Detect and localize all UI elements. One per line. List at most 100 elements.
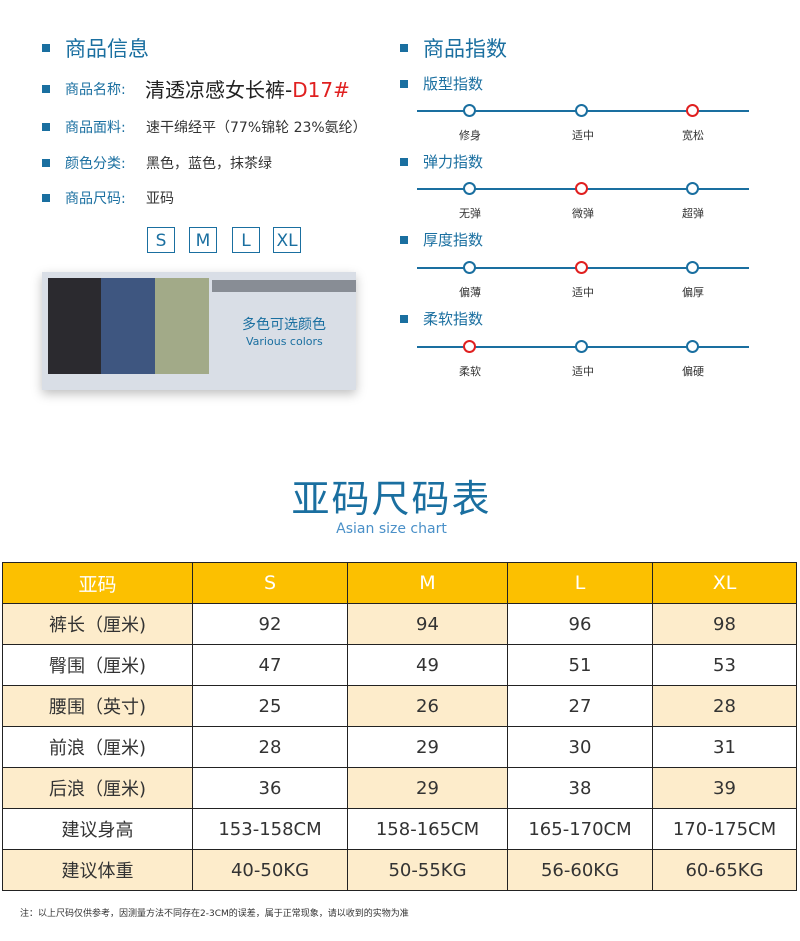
swatch-banner-text-cn: 多色可选颜色 — [242, 317, 326, 333]
swatch-green — [155, 278, 209, 374]
table-cell: 50-55KG — [347, 849, 508, 891]
fit-index-title: 版型指数 — [423, 75, 484, 93]
table-cell: 53 — [652, 644, 797, 686]
header-cell: S — [192, 562, 348, 604]
color-swatch-panel: 多色可选颜色 Various colors — [42, 272, 356, 390]
size-chart-note: 注：以上尺码仅供参考，因测量方法不同存在2-3CM的误差，属于正常现象，请以收到… — [20, 909, 409, 919]
swatch-banner-stripe — [212, 280, 356, 292]
softness-index-dot-3 — [686, 340, 699, 353]
fit-index-tick: 修身 — [459, 129, 481, 142]
color-value: 黑色，蓝色，抹茶绿 — [146, 156, 272, 172]
elasticity-index-dot-3 — [686, 182, 699, 195]
product-info-title: 商品信息 — [65, 37, 149, 61]
header-cell: XL — [652, 562, 797, 604]
swatch-banner-text-en: Various colors — [246, 335, 323, 348]
fit-index-dot-3 — [686, 104, 699, 117]
softness-index-dot-2 — [575, 340, 588, 353]
table-cell: 60-65KG — [652, 849, 797, 891]
table-cell: 158-165CM — [347, 808, 508, 850]
table-row: 腰围（英寸) 25 26 27 28 — [2, 685, 797, 727]
table-cell: 98 — [652, 603, 797, 645]
softness-index-title: 柔软指数 — [423, 310, 484, 328]
table-row: 建议体重 40-50KG 50-55KG 56-60KG 60-65KG — [2, 849, 797, 891]
product-code: D17# — [292, 78, 350, 102]
product-name-label: 商品名称: — [65, 82, 126, 98]
header-cell: M — [347, 562, 508, 604]
bullet-icon — [400, 158, 408, 166]
table-row: 后浪（厘米) 36 29 38 39 — [2, 767, 797, 809]
table-cell: 92 — [192, 603, 348, 645]
thickness-index-title: 厚度指数 — [423, 231, 484, 249]
thickness-index-dot-2 — [575, 261, 588, 274]
fit-index-tick: 宽松 — [682, 129, 704, 142]
row-label: 建议身高 — [2, 808, 193, 850]
elasticity-index-dot-2 — [575, 182, 588, 195]
size-option-l: L — [232, 227, 260, 253]
table-cell: 56-60KG — [507, 849, 653, 891]
bullet-icon — [400, 80, 408, 88]
table-cell: 153-158CM — [192, 808, 348, 850]
table-cell: 38 — [507, 767, 653, 809]
fit-index-dot-1 — [463, 104, 476, 117]
table-cell: 47 — [192, 644, 348, 686]
table-cell: 29 — [347, 767, 508, 809]
color-label: 颜色分类: — [65, 156, 126, 172]
bullet-icon — [400, 44, 408, 52]
bullet-icon — [42, 194, 50, 202]
elasticity-index-title: 弹力指数 — [423, 153, 484, 171]
size-option-m: M — [189, 227, 217, 253]
bullet-icon — [400, 315, 408, 323]
softness-index-dot-1 — [463, 340, 476, 353]
header-cell: 亚码 — [2, 562, 193, 604]
size-chart-title: 亚码尺码表 — [291, 477, 492, 521]
thickness-index-dot-3 — [686, 261, 699, 274]
fabric-value: 速干绵经平（77%锦轮 23%氨纶） — [146, 120, 367, 136]
table-cell: 36 — [192, 767, 348, 809]
table-cell: 30 — [507, 726, 653, 768]
table-cell: 39 — [652, 767, 797, 809]
softness-index-tick: 适中 — [572, 365, 594, 378]
table-row: 前浪（厘米) 28 29 30 31 — [2, 726, 797, 768]
elasticity-index-tick: 超弹 — [682, 207, 704, 220]
elasticity-index-dot-1 — [463, 182, 476, 195]
table-cell: 94 — [347, 603, 508, 645]
row-label: 建议体重 — [2, 849, 193, 891]
table-cell: 29 — [347, 726, 508, 768]
size-label: 商品尺码: — [65, 191, 126, 207]
header-cell: L — [507, 562, 653, 604]
bullet-icon — [42, 123, 50, 131]
table-row: 建议身高 153-158CM 158-165CM 165-170CM 170-1… — [2, 808, 797, 850]
table-cell: 25 — [192, 685, 348, 727]
size-option-s: S — [147, 227, 175, 253]
softness-index-tick: 柔软 — [459, 365, 481, 378]
swatch-black — [48, 278, 102, 374]
bullet-icon — [42, 85, 50, 93]
table-cell: 165-170CM — [507, 808, 653, 850]
swatch-blue — [101, 278, 155, 374]
fit-index-dot-2 — [575, 104, 588, 117]
fabric-label: 商品面料: — [65, 120, 126, 136]
size-table-header: 亚码 S M L XL — [2, 562, 797, 604]
table-row: 臀围（厘米) 47 49 51 53 — [2, 644, 797, 686]
softness-index-tick: 偏硬 — [682, 365, 704, 378]
product-name-value: 清透凉感女长裤-D17# — [145, 74, 350, 103]
bullet-icon — [400, 236, 408, 244]
row-label: 腰围（英寸) — [2, 685, 193, 727]
table-cell: 96 — [507, 603, 653, 645]
table-cell: 27 — [507, 685, 653, 727]
size-table: 亚码 S M L XL 裤长（厘米) 92 94 96 98 臀围（厘米) 47… — [2, 562, 797, 891]
table-cell: 49 — [347, 644, 508, 686]
table-cell: 31 — [652, 726, 797, 768]
fit-index-tick: 适中 — [572, 129, 594, 142]
product-index-title: 商品指数 — [423, 37, 507, 61]
thickness-index-tick: 偏厚 — [682, 286, 704, 299]
size-chart-subtitle: Asian size chart — [336, 521, 447, 537]
row-label: 前浪（厘米) — [2, 726, 193, 768]
table-cell: 40-50KG — [192, 849, 348, 891]
row-label: 后浪（厘米) — [2, 767, 193, 809]
elasticity-index-tick: 微弹 — [572, 207, 594, 220]
table-cell: 51 — [507, 644, 653, 686]
row-label: 臀围（厘米) — [2, 644, 193, 686]
table-row: 裤长（厘米) 92 94 96 98 — [2, 603, 797, 645]
table-cell: 28 — [192, 726, 348, 768]
